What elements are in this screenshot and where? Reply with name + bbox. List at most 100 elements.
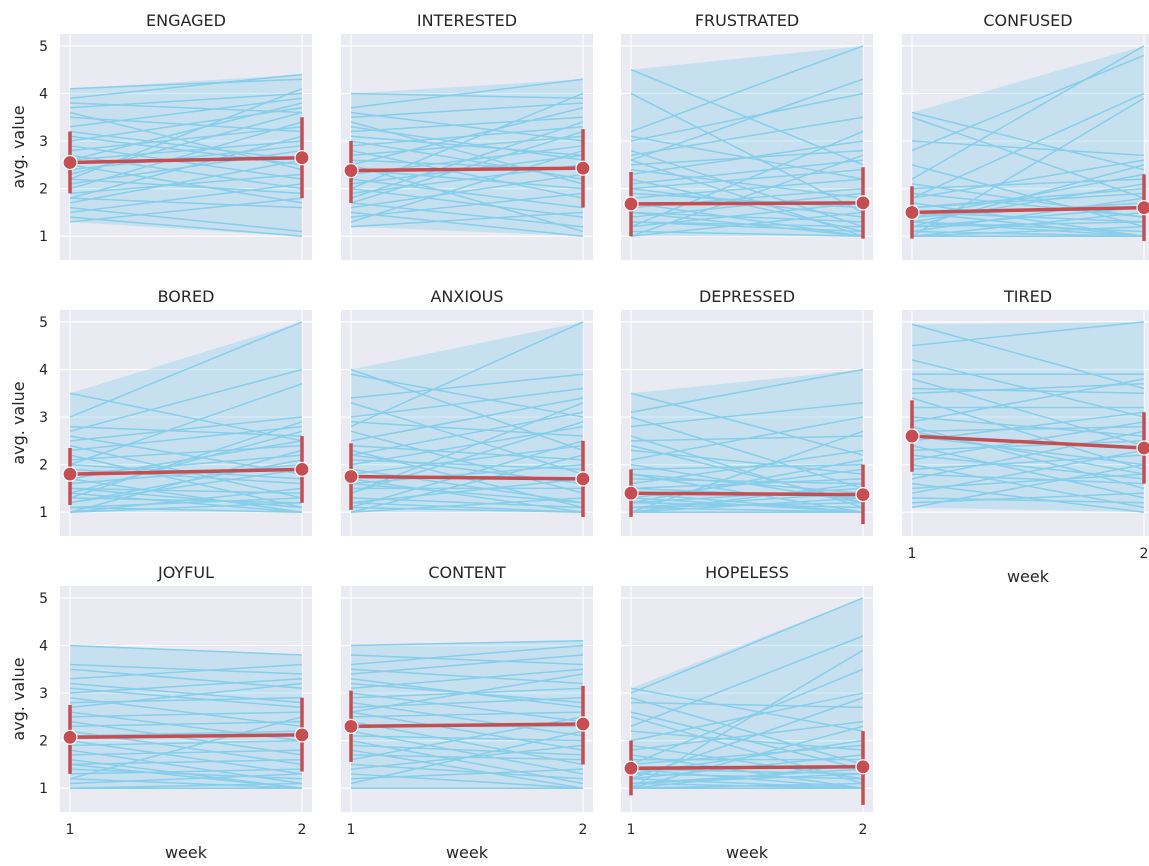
panel-confused-participant-line-7	[911, 192, 1145, 218]
panel-frustrated-participant-line-4	[630, 92, 864, 142]
panel-joyful-participant-line-10	[69, 720, 303, 756]
panel-confused: CONFUSED	[902, 11, 1149, 260]
panel-bored-participant-line-27	[69, 492, 303, 513]
panel-interested-participant-line-28	[350, 130, 584, 204]
panel-confused-participant-line-8	[911, 92, 1145, 199]
panel-hopeless-participant-line-9	[630, 720, 864, 751]
panel-bored-ylabel: avg. value	[9, 381, 28, 464]
panel-confused-mean-line	[911, 205, 1145, 215]
panel-depressed-participant-line-1	[630, 368, 864, 414]
panel-depressed-participant-line-28	[630, 459, 864, 504]
panel-hopeless-mean-line	[630, 765, 864, 770]
panel-bored-title: BORED	[158, 287, 215, 306]
panel-hopeless-participant-line-26	[630, 773, 864, 785]
panel-hopeless-xtick-2: 2	[859, 822, 868, 838]
panel-interested-participant-line-20	[350, 173, 584, 209]
panel-frustrated-participant-line-19	[630, 211, 864, 223]
panel-content-participant-line-22	[350, 763, 584, 780]
panel-frustrated-participant-line-29	[630, 78, 864, 161]
panel-engaged-ytick-4: 4	[39, 86, 48, 102]
panel-tired-mean-point-week-2	[1136, 440, 1149, 456]
panel-anxious: ANXIOUS	[341, 287, 593, 536]
panel-content-participant-line-4	[350, 654, 584, 675]
panel-joyful-ytick-5: 5	[39, 591, 48, 607]
panel-tired-participant-line-21	[911, 430, 1145, 480]
panel-hopeless-title: HOPELESS	[705, 563, 789, 582]
panel-joyful-participant-line-29	[69, 682, 303, 704]
panel-tired-participant-band	[912, 321, 1144, 513]
panel-anxious-participant-line-1	[350, 373, 584, 418]
panel-content-participant-line-7	[350, 692, 584, 723]
panel-joyful-ytick-3: 3	[39, 686, 48, 702]
panel-anxious-participant-line-25	[350, 501, 584, 513]
panel-depressed-participant-line-12	[630, 449, 864, 485]
panel-interested-title: INTERESTED	[417, 11, 517, 30]
panel-bored-participant-line-3	[69, 368, 303, 433]
panel-frustrated-participant-line-1	[630, 92, 864, 214]
panel-tired-participant-line-0	[911, 323, 1145, 390]
panel-joyful-ytick-2: 2	[39, 734, 48, 750]
panel-hopeless-participant-line-15	[630, 777, 864, 789]
panel-bored-participant-line-16	[69, 430, 303, 494]
panel-interested-mean-point-week-1	[343, 162, 359, 179]
panel-joyful-participant-line-19	[69, 758, 303, 766]
panel-confused-participant-line-21	[911, 206, 1145, 228]
panel-joyful-participant-line-0	[69, 644, 303, 656]
panel-content-participant-line-15	[350, 730, 584, 775]
panel-anxious-participant-line-2	[350, 373, 584, 399]
panel-hopeless-participant-line-5	[630, 635, 864, 728]
panel-confused-participant-line-1	[911, 116, 1145, 199]
panel-bored-participant-line-18	[69, 468, 303, 504]
panel-anxious-participant-line-27	[350, 482, 584, 504]
panel-tired-participant-line-24	[911, 449, 1145, 494]
panel-engaged-mean-line	[69, 155, 303, 165]
panel-joyful-participant-line-2	[69, 668, 303, 690]
panel-frustrated-participant-line-27	[630, 211, 864, 237]
panel-depressed-participant-line-14	[630, 492, 864, 513]
panel-content-participant-line-11	[350, 711, 584, 751]
panel-engaged-participant-line-29	[69, 102, 303, 161]
panel-tired-mean-line	[911, 434, 1145, 450]
panel-joyful-mean-point-week-2	[294, 727, 310, 743]
panel-interested-participant-line-14	[350, 178, 584, 209]
panel-depressed-participant-line-26	[630, 506, 864, 513]
panel-bored-participant-line-10	[69, 383, 303, 466]
panel-engaged-participant-line-6	[69, 130, 303, 161]
panel-bored-ytick-3: 3	[39, 410, 48, 426]
panel-anxious-participant-line-20	[350, 497, 584, 509]
panel-joyful-participant-line-17	[69, 749, 303, 756]
panel-engaged: ENGAGED 1 2 3 4 5 avg. value	[9, 11, 312, 260]
panel-joyful-mean-point-week-1	[62, 729, 78, 745]
panel-depressed-participant-line-24	[630, 497, 864, 513]
panel-content-participant-line-26	[350, 730, 584, 785]
panel-joyful-title: JOYFUL	[157, 563, 214, 582]
panel-hopeless-participant-line-3	[630, 701, 864, 709]
panel-engaged-ytick-3: 3	[39, 134, 48, 150]
panel-confused-participant-line-2	[911, 140, 1145, 157]
panel-anxious-participant-line-29	[350, 440, 584, 509]
panel-depressed-mean-point-week-1	[623, 485, 639, 501]
panel-hopeless-participant-line-0	[630, 687, 864, 732]
panel-interested-participant-line-8	[350, 149, 584, 199]
panel-engaged-ytick-5: 5	[39, 39, 48, 55]
panel-engaged-participant-line-9	[69, 126, 303, 152]
panel-depressed-participant-line-3	[630, 402, 864, 428]
panel-confused-participant-line-27	[911, 221, 1145, 228]
panel-engaged-participant-line-18	[69, 173, 303, 195]
panel-interested: INTERESTED	[341, 11, 593, 260]
panel-anxious-participant-line-15	[350, 444, 584, 475]
panel-hopeless-participant-line-4	[630, 716, 864, 785]
panel-engaged-participant-line-7	[69, 107, 303, 142]
panel-tired-xtick-1: 1	[908, 546, 917, 562]
panel-tired-participant-line-4	[911, 378, 1145, 447]
panel-tired-xlabel: week	[1007, 567, 1050, 586]
panel-interested-participant-line-3	[350, 102, 584, 119]
panel-content-mean-point-week-2	[575, 716, 591, 732]
panel-anxious-participant-line-11	[350, 411, 584, 456]
panel-content-mean-line	[350, 722, 584, 729]
panel-frustrated-participant-line-2	[630, 45, 864, 133]
panel-confused-mean-point-week-1	[904, 204, 920, 221]
panel-interested-participant-line-0	[350, 92, 584, 99]
panel-joyful-participant-line-11	[69, 720, 303, 728]
panel-bored-participant-line-26	[69, 459, 303, 504]
